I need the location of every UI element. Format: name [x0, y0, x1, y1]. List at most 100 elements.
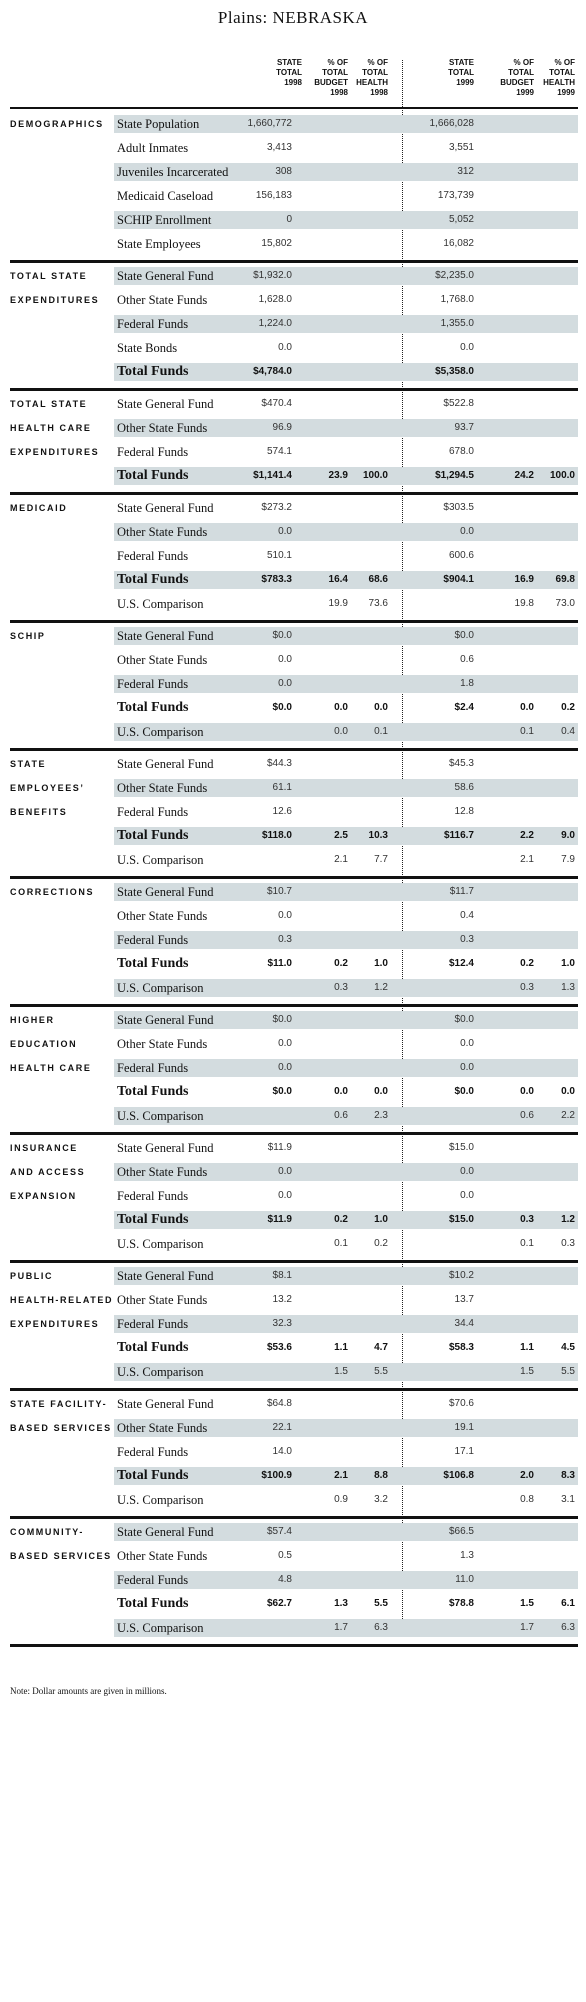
row-label: State General Fund: [117, 1525, 214, 1539]
cell-value: 1,660,772: [247, 118, 293, 129]
section-label: COMMUNITY- BASED SERVICES: [10, 1520, 114, 1568]
section-label-line: BENEFITS: [10, 807, 68, 817]
cell-value: 678.0: [448, 446, 474, 457]
row-label: Other State Funds: [117, 653, 208, 667]
table-row: U.S. Comparison 19.9 73.6 19.8 73.0: [114, 595, 578, 613]
cell-value: 6.1: [561, 1598, 575, 1609]
table-row: State General Fund $11.9 $15.0: [114, 1139, 578, 1157]
cell-value: 173,739: [437, 190, 474, 201]
cell-value: 5.5: [374, 1366, 388, 1377]
cell-value: 0.0: [460, 1190, 474, 1201]
cell-value: 0: [286, 214, 292, 225]
section-label: CORRECTIONS: [10, 880, 114, 904]
cell-value: $64.8: [266, 1398, 292, 1409]
cell-value: 2.2: [520, 830, 534, 841]
year-divider: [402, 60, 403, 1635]
cell-value: 1,224.0: [258, 318, 292, 329]
section-label-line: HEALTH CARE: [10, 1063, 92, 1073]
table-row: Federal Funds 574.1 678.0: [114, 443, 578, 461]
table-row: U.S. Comparison 1.7 6.3 1.7 6.3: [114, 1619, 578, 1637]
section-label-line: EXPENDITURES: [10, 295, 100, 305]
cell-value: 8.8: [374, 1470, 388, 1481]
cell-value: $4,784.0: [253, 366, 292, 377]
section-label: SCHIP: [10, 624, 114, 648]
cell-value: 1.5: [520, 1366, 534, 1377]
row-label: Other State Funds: [117, 525, 208, 539]
row-label: Other State Funds: [117, 1549, 208, 1563]
table-row: State General Fund $8.1 $10.2: [114, 1267, 578, 1285]
cell-value: 510.1: [266, 550, 292, 561]
cell-value: 1.5: [334, 1366, 348, 1377]
row-label: State Bonds: [117, 341, 178, 355]
section-label-line: EDUCATION: [10, 1039, 78, 1049]
row-label: Other State Funds: [117, 909, 208, 923]
table-row: Other State Funds 96.9 93.7: [114, 419, 578, 437]
cell-value: 4.8: [278, 1574, 292, 1585]
cell-value: $1,141.4: [253, 470, 292, 481]
cell-value: 0.2: [334, 1214, 348, 1225]
section-rule: [10, 388, 578, 391]
cell-value: $58.3: [448, 1342, 474, 1353]
cell-value: 1.8: [460, 678, 474, 689]
cell-value: $470.4: [261, 398, 292, 409]
table-row: Other State Funds 0.0 0.0: [114, 1163, 578, 1181]
table-row: Other State Funds 13.2 13.7: [114, 1291, 578, 1309]
cell-value: 4.7: [374, 1342, 388, 1353]
cell-value: $11.9: [267, 1142, 292, 1153]
table-row: Other State Funds 0.0 0.6: [114, 651, 578, 669]
cell-value: 69.8: [555, 574, 575, 585]
table-row: State General Fund $57.4 $66.5: [114, 1523, 578, 1541]
section-rule: [10, 1132, 578, 1135]
row-label: Federal Funds: [117, 1445, 189, 1459]
cell-value: 100.0: [362, 470, 388, 481]
cell-value: 4.5: [561, 1342, 575, 1353]
cell-value: 0.0: [520, 702, 534, 713]
cell-value: 0.0: [374, 702, 388, 713]
table-row: Other State Funds 0.0 0.4: [114, 907, 578, 925]
row-label: U.S. Comparison: [117, 1237, 204, 1251]
table-row: State General Fund $0.0 $0.0: [114, 1011, 578, 1029]
cell-value: 0.3: [334, 982, 348, 993]
row-label: U.S. Comparison: [117, 1621, 204, 1635]
row-label: State General Fund: [117, 629, 214, 643]
row-label: U.S. Comparison: [117, 1493, 204, 1507]
row-label: U.S. Comparison: [117, 1365, 204, 1379]
cell-value: 0.0: [278, 1062, 292, 1073]
row-label: State General Fund: [117, 1013, 214, 1027]
cell-value: 6.3: [374, 1622, 388, 1633]
total-row: Total Funds $11.0 0.2 1.0 $12.4 0.2 1.0: [114, 955, 578, 973]
page-title: Plains: NEBRASKA: [217, 8, 369, 27]
section-label: STATE EMPLOYEES’ BENEFITS: [10, 752, 114, 824]
cell-value: 1.0: [374, 1214, 388, 1225]
section-label-line: PUBLIC: [10, 1271, 54, 1281]
cell-value: $70.6: [448, 1398, 474, 1409]
cell-value: 0.6: [460, 654, 474, 665]
table-row: Federal Funds 0.0 1.8: [114, 675, 578, 693]
cell-value: $11.9: [267, 1214, 292, 1225]
cell-value: $106.8: [443, 1470, 474, 1481]
row-label: Federal Funds: [117, 933, 189, 947]
section-label-line: TOTAL STATE: [10, 271, 88, 281]
total-row: Total Funds $4,784.0 $5,358.0: [114, 363, 578, 381]
section-rule: [10, 876, 578, 879]
cell-value: 12.6: [272, 806, 292, 817]
cell-value: 0.0: [374, 1086, 388, 1097]
cell-value: 3.1: [561, 1494, 575, 1505]
cell-value: $78.8: [448, 1598, 474, 1609]
cell-value: 0.3: [460, 934, 474, 945]
section-label: MEDICAID: [10, 496, 114, 520]
cell-value: 1.5: [520, 1598, 534, 1609]
row-label: Federal Funds: [117, 1061, 189, 1075]
cell-value: 14.0: [272, 1446, 292, 1457]
cell-value: 1,768.0: [440, 294, 474, 305]
cell-value: 6.3: [561, 1622, 575, 1633]
cell-value: 73.6: [368, 598, 388, 609]
cell-value: 0.0: [278, 678, 292, 689]
cell-value: $57.4: [266, 1526, 292, 1537]
cell-value: 0.0: [460, 1166, 474, 1177]
cell-value: 1.0: [374, 958, 388, 969]
table-row: State Population 1,660,772 1,666,028: [114, 115, 578, 133]
cell-value: 0.0: [561, 1086, 575, 1097]
cell-value: $100.9: [261, 1470, 292, 1481]
table-row: Adult Inmates 3,413 3,551: [114, 139, 578, 157]
